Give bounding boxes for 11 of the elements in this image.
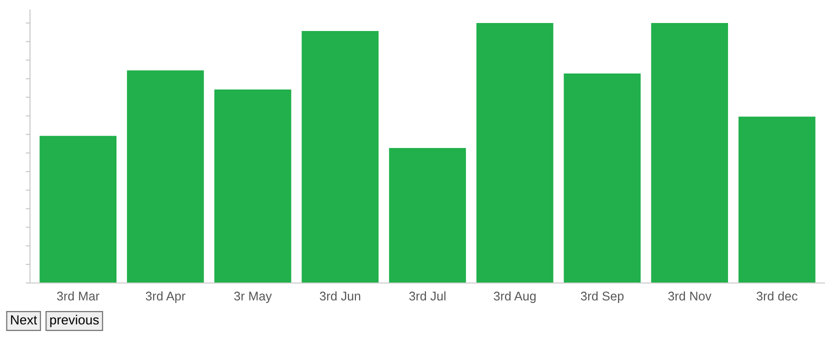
x-tick-label: 3rd Jun [320, 291, 360, 301]
x-tick-label: 3rd Aug [494, 291, 536, 303]
x-tick-label: 3rd Mar [56, 291, 100, 301]
text: Next [11, 315, 38, 325]
x-tick-label: 3rd Apr [146, 291, 186, 303]
x-tick-label: 3rd dec [756, 291, 798, 301]
x-tick-label: 3r May [234, 292, 272, 303]
x-tick-label: 3rd Jul [409, 291, 446, 301]
text: previous [50, 314, 99, 328]
x-tick-label: 3rd Nov [668, 291, 712, 301]
x-tick-label: 3rd Sep [580, 291, 624, 303]
